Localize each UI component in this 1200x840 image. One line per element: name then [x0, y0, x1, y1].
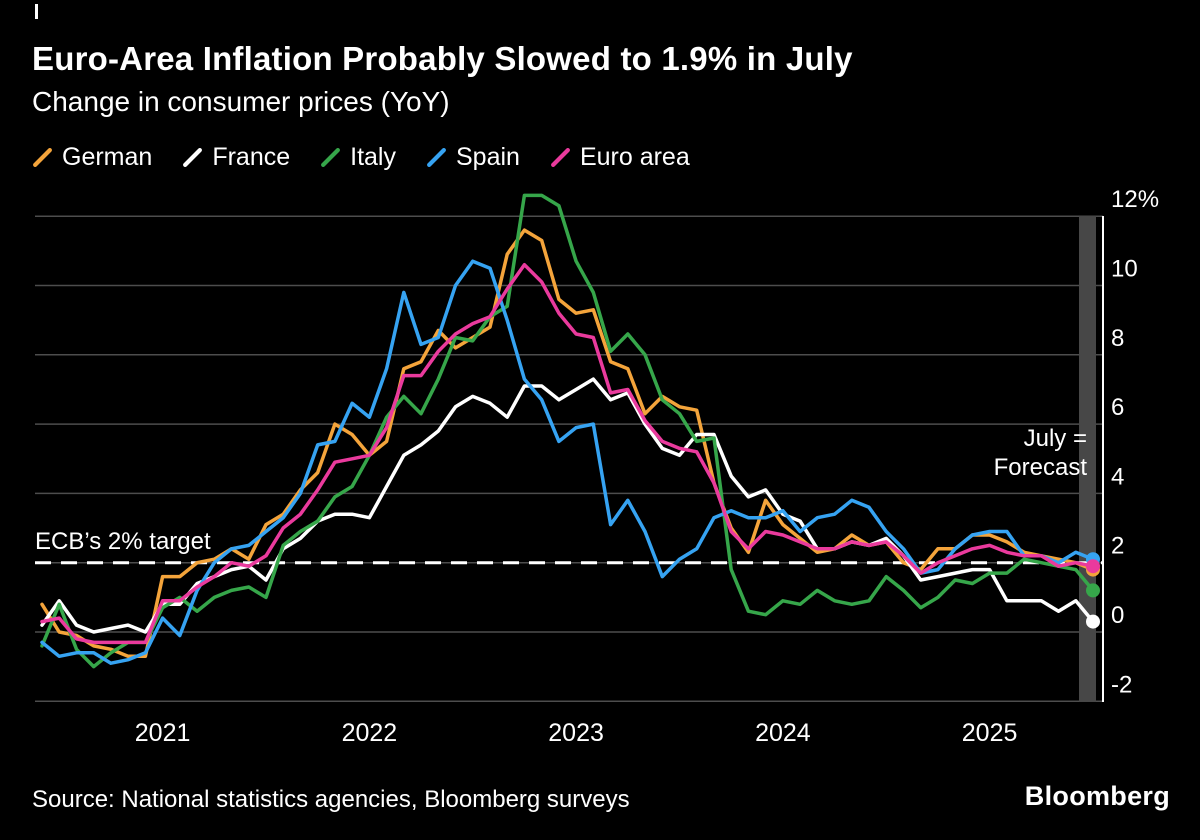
y-tick-label: 2	[1111, 533, 1124, 560]
series-line-euro-area	[40, 262, 1095, 645]
page-subtitle: Change in consumer prices (YoY)	[32, 86, 450, 117]
title-accent-tick	[35, 4, 38, 19]
forecast-annotation-line1: July =	[1023, 425, 1087, 452]
y-tick-label: 6	[1111, 394, 1124, 421]
legend-label: Euro area	[579, 143, 690, 171]
x-tick-label: 2025	[962, 719, 1018, 747]
chart-legend: German France Italy Spain Euro area	[32, 143, 690, 172]
legend-slash-icon	[183, 148, 203, 167]
legend-label: Spain	[455, 143, 520, 171]
legend-item-italy: Italy	[320, 143, 396, 172]
y-tick-label: 10	[1111, 256, 1138, 283]
y-tick-label: 12%	[1111, 186, 1159, 213]
end-dot-france	[1086, 614, 1100, 629]
legend-slash-icon	[321, 148, 341, 167]
legend-label: German	[62, 143, 153, 171]
series-line-france	[40, 377, 1095, 634]
forecast-annotation-line2: Forecast	[993, 454, 1087, 481]
y-tick-label: 4	[1111, 463, 1124, 490]
legend-item-france: France	[182, 143, 290, 172]
x-tick-label: 2021	[135, 719, 191, 747]
x-tick-label: 2023	[548, 719, 604, 747]
forecast-annotation: July = Forecast	[994, 424, 1087, 482]
legend-slash-icon	[550, 148, 570, 167]
x-tick-label: 2024	[755, 719, 811, 747]
x-tick-label: 2022	[342, 719, 398, 747]
legend-label: France	[212, 143, 291, 171]
series-line-german	[40, 228, 1095, 659]
bloomberg-logo: Bloomberg	[1024, 781, 1170, 811]
series-line-italy	[40, 193, 1095, 669]
end-dot-euro-area	[1086, 559, 1100, 574]
legend-slash-icon	[33, 148, 52, 167]
y-tick-label: 8	[1111, 325, 1124, 352]
y-tick-label: 0	[1111, 602, 1124, 629]
legend-item-german: German	[32, 143, 152, 172]
legend-label: Italy	[350, 143, 396, 171]
legend-slash-icon	[427, 148, 446, 167]
legend-item-euro-area: Euro area	[550, 143, 690, 172]
y-tick-label: -2	[1111, 671, 1132, 698]
legend-item-spain: Spain	[426, 143, 520, 172]
source-text: Source: National statistics agencies, Bl…	[32, 786, 630, 813]
end-dot-italy	[1086, 583, 1100, 598]
ecb-target-label: ECB’s 2% target	[35, 528, 211, 555]
page-title: Euro-Area Inflation Probably Slowed to 1…	[32, 40, 853, 77]
